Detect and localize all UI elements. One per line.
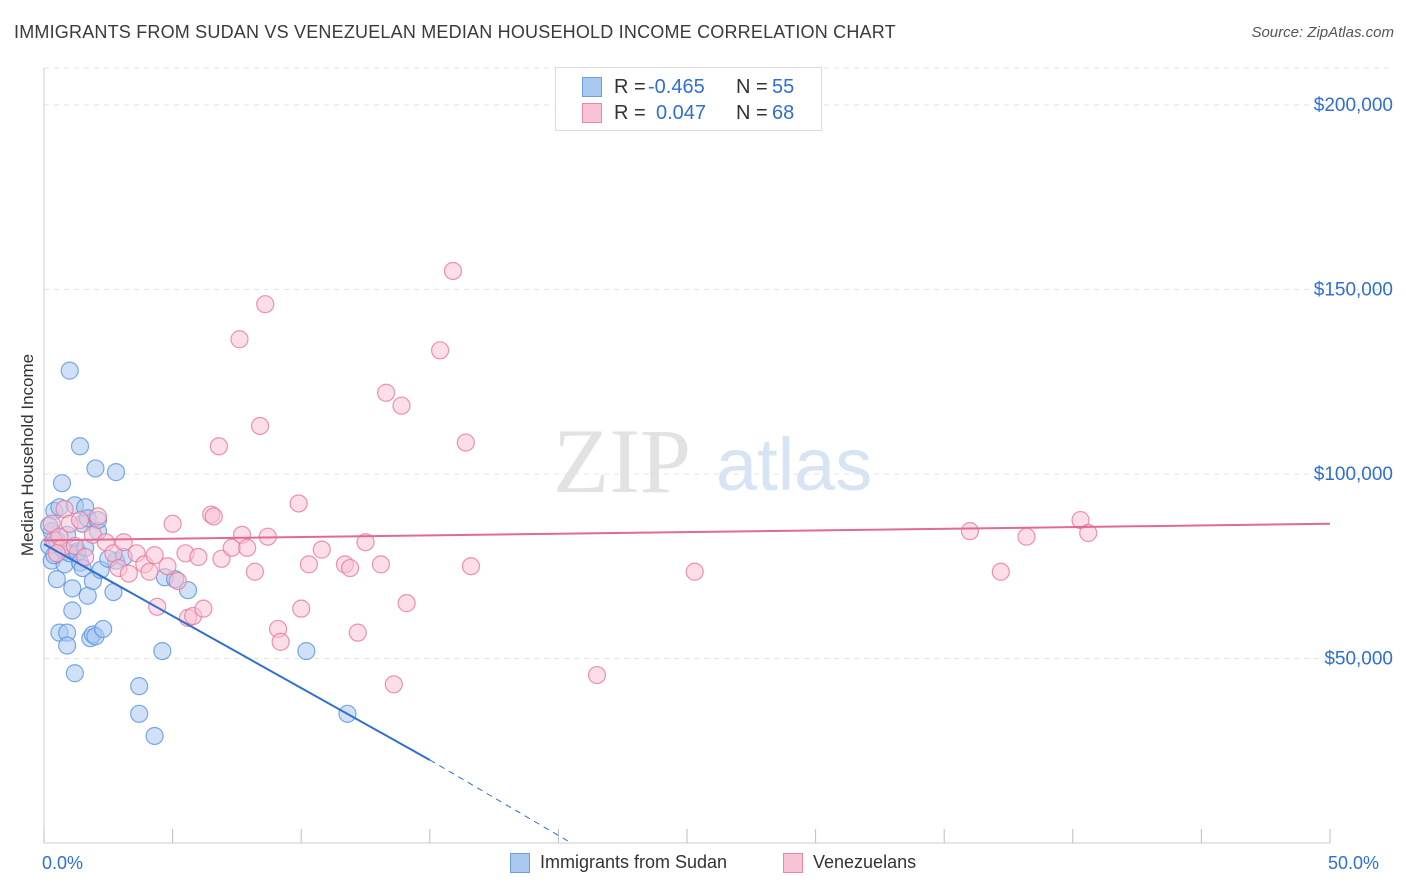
legend-item-venezuelans: Venezuelans	[783, 852, 916, 873]
point-venezuelans	[88, 507, 108, 526]
watermark: ZIP atlas	[553, 410, 872, 512]
point-sudan	[65, 664, 84, 683]
point-venezuelans	[371, 555, 391, 574]
stats-r-label: R =	[614, 101, 646, 124]
point-venezuelans	[392, 396, 411, 415]
point-venezuelans	[168, 571, 187, 591]
point-venezuelans	[76, 547, 95, 567]
stats-r-value: 0.047	[656, 101, 707, 124]
point-sudan	[130, 677, 149, 696]
x-tick-label-min: 0.0%	[42, 853, 84, 873]
y-tick-label: $150,000	[1314, 279, 1393, 300]
legend-item-sudan: Immigrants from Sudan	[510, 852, 727, 873]
point-venezuelans	[587, 665, 607, 685]
point-sudan	[63, 579, 82, 598]
y-tick-label: $100,000	[1314, 464, 1393, 485]
point-venezuelans	[230, 330, 249, 349]
point-venezuelans	[114, 533, 133, 552]
point-sudan	[130, 704, 149, 723]
point-sudan	[58, 636, 77, 655]
watermark-atlas: atlas	[716, 423, 872, 506]
point-venezuelans	[245, 562, 265, 581]
point-venezuelans	[456, 433, 475, 452]
point-venezuelans	[340, 558, 360, 578]
chart-title: IMMIGRANTS FROM SUDAN VS VENEZUELAN MEDI…	[14, 22, 896, 42]
point-venezuelans	[145, 546, 164, 565]
source-label: Source: ZipAtlas.com	[1251, 24, 1394, 41]
point-venezuelans	[376, 383, 396, 402]
stats-r-value: -0.465	[648, 75, 705, 98]
series-venezuelans	[42, 261, 1098, 694]
point-venezuelans	[960, 522, 980, 541]
point-venezuelans	[250, 416, 270, 436]
point-venezuelans	[430, 341, 450, 360]
legend-label-sudan: Immigrants from Sudan	[540, 852, 728, 872]
point-venezuelans	[356, 533, 375, 552]
axes	[43, 68, 1331, 844]
y-tick-labels: $50,000 $100,000 $150,000 $200,000	[1314, 95, 1393, 670]
point-venezuelans	[140, 562, 159, 581]
point-venezuelans	[312, 540, 331, 559]
point-venezuelans	[70, 510, 90, 530]
y-tick-label: $50,000	[1324, 648, 1393, 669]
legend-swatch-venezuelans	[783, 852, 803, 873]
stats-n-label: N =	[736, 75, 768, 98]
legend-label-venezuelans: Venezuelans	[813, 852, 917, 872]
point-sudan	[63, 601, 82, 620]
point-venezuelans	[271, 632, 290, 651]
point-sudan	[86, 459, 105, 478]
point-venezuelans	[991, 562, 1010, 581]
point-sudan	[297, 641, 316, 661]
point-venezuelans	[461, 557, 481, 576]
point-sudan	[145, 726, 164, 746]
point-venezuelans	[348, 623, 367, 642]
legend-swatch-sudan	[510, 852, 530, 873]
point-venezuelans	[212, 549, 231, 568]
point-venezuelans	[194, 599, 213, 618]
point-sudan	[60, 361, 79, 380]
point-venezuelans	[119, 564, 138, 583]
stats-swatch-sudan	[582, 77, 602, 97]
stats-n-value: 55	[772, 75, 795, 98]
point-sudan	[47, 570, 66, 589]
stats-swatch-venezuelans	[582, 103, 602, 123]
point-venezuelans	[289, 494, 308, 513]
point-venezuelans	[384, 675, 403, 694]
trend-line-sudan-extension	[429, 759, 572, 844]
point-venezuelans	[685, 562, 704, 581]
point-venezuelans	[299, 555, 319, 574]
point-venezuelans	[163, 514, 182, 533]
point-venezuelans	[443, 261, 463, 281]
stats-r-label: R =	[614, 75, 646, 98]
point-venezuelans	[397, 594, 416, 613]
point-venezuelans	[256, 295, 275, 314]
trend-lines	[43, 522, 1331, 844]
point-venezuelans	[65, 536, 84, 556]
point-venezuelans	[292, 599, 311, 618]
stats-box: R = -0.465 N = 55 R = 0.047 N = 68	[555, 67, 822, 131]
stats-n-label: N =	[736, 101, 768, 124]
point-venezuelans	[158, 557, 177, 576]
trend-line-sudan	[43, 543, 431, 761]
point-sudan	[52, 474, 72, 493]
point-venezuelans	[1017, 527, 1036, 546]
point-sudan	[106, 463, 126, 482]
point-sudan	[94, 619, 113, 639]
point-venezuelans	[1079, 523, 1098, 543]
point-sudan	[70, 437, 90, 456]
watermark-zip: ZIP	[553, 410, 691, 512]
x-tick-label-max: 50.0%	[1328, 853, 1380, 873]
y-tick-label: $200,000	[1314, 95, 1393, 116]
trend-line-venezuelans	[43, 522, 1331, 542]
point-venezuelans	[204, 507, 223, 526]
point-venezuelans	[209, 437, 228, 456]
point-venezuelans	[189, 547, 208, 567]
point-venezuelans	[238, 538, 257, 557]
point-sudan	[153, 641, 172, 661]
stats-n-value: 68	[772, 101, 795, 124]
